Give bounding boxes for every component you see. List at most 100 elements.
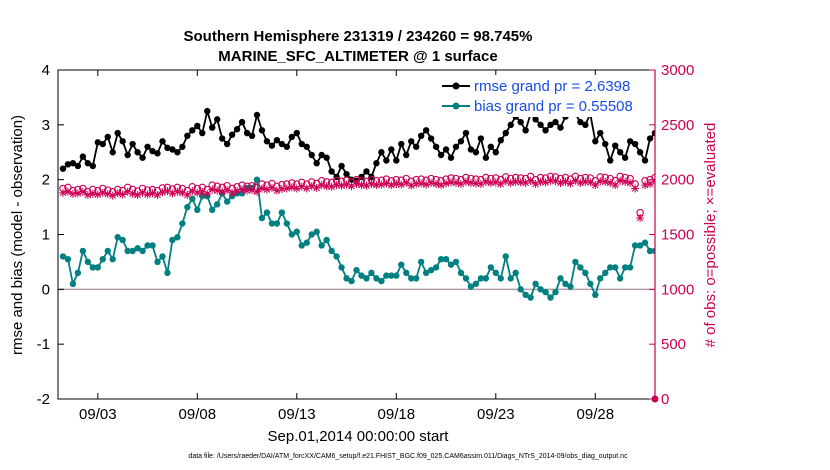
obs-evaluated-point xyxy=(257,184,266,193)
bias-point xyxy=(562,280,569,288)
bias-point xyxy=(517,286,524,293)
obs-evaluated-point xyxy=(481,177,490,186)
obs-evaluated-point xyxy=(626,178,635,187)
obs-evaluated-point xyxy=(128,189,137,198)
bias-point xyxy=(726,270,732,276)
rmse-point xyxy=(89,162,97,170)
x-tick-label: 09/28 xyxy=(577,406,615,423)
bias-point xyxy=(592,291,599,299)
bias-point xyxy=(417,258,425,266)
obs-evaluated-point xyxy=(825,175,830,183)
rmse-point xyxy=(607,157,614,164)
obs-evaluated-point xyxy=(486,178,495,187)
obs-evaluated-point xyxy=(447,178,456,187)
bias-point xyxy=(199,192,206,200)
obs-evaluated-point xyxy=(213,186,222,195)
rmse-point xyxy=(194,122,201,130)
obs-evaluated-point xyxy=(103,189,112,198)
bias-point xyxy=(398,261,405,268)
obs-evaluated-point xyxy=(332,181,341,190)
obs-evaluated-point xyxy=(113,189,122,198)
obs-possible-point xyxy=(746,173,752,179)
rmse-point xyxy=(393,157,400,164)
obs-evaluated-point xyxy=(183,191,192,200)
obs-possible-point xyxy=(806,171,812,177)
y-left-tick-label: -2 xyxy=(37,391,50,408)
bias-point xyxy=(766,297,772,303)
rmse-point xyxy=(502,129,509,137)
bias-point xyxy=(567,283,574,290)
legend-bias-label: bias grand pr = 0.55508 xyxy=(474,98,633,115)
obs-evaluated-point xyxy=(407,181,416,190)
rmse-point xyxy=(318,151,325,159)
rmse-point xyxy=(94,139,102,146)
rmse-point xyxy=(626,138,634,145)
bias-point xyxy=(318,242,325,249)
obs-evaluated-point xyxy=(262,185,271,194)
rmse-point xyxy=(577,118,584,126)
bias-point xyxy=(253,176,261,183)
bias-point xyxy=(179,220,186,227)
obs-evaluated-point xyxy=(780,175,788,183)
bias-point xyxy=(84,258,92,266)
y-left-tick-label: -1 xyxy=(37,336,50,353)
rmse-point xyxy=(472,149,480,156)
bias-point xyxy=(343,275,350,282)
rmse-point xyxy=(612,142,619,149)
obs-evaluated-point xyxy=(591,181,600,190)
bias-point xyxy=(532,280,539,288)
obs-possible-point xyxy=(761,171,767,177)
obs-evaluated-point xyxy=(282,184,291,193)
bias-point xyxy=(477,275,485,282)
data-file-footnote: data file: /Users/raeder/DAI/ATM_forcXX/… xyxy=(188,453,628,460)
obs-evaluated-point xyxy=(820,175,828,183)
rmse-point xyxy=(169,146,176,153)
obs-evaluated-point xyxy=(452,178,460,187)
obs-evaluated-point xyxy=(561,177,570,186)
bias-point xyxy=(651,247,655,255)
obs-evaluated-point xyxy=(362,181,371,190)
bias-point xyxy=(472,280,480,288)
rmse-point xyxy=(398,140,405,148)
rmse-point xyxy=(204,107,211,115)
obs-possible-point xyxy=(816,170,822,176)
obs-evaluated-point xyxy=(576,178,585,187)
obs-evaluated-point xyxy=(775,176,783,184)
obs-evaluated-point xyxy=(58,188,67,197)
obs-evaluated-point xyxy=(377,180,386,189)
obs-evaluated-point xyxy=(427,178,436,187)
bias-point xyxy=(308,231,315,238)
bias-point xyxy=(154,258,161,266)
bias-point xyxy=(258,214,266,222)
bias-point xyxy=(542,288,549,296)
rmse-point xyxy=(378,149,385,156)
bias-point xyxy=(821,319,827,325)
obs-evaluated-point xyxy=(382,179,391,188)
rmse-point xyxy=(492,149,499,156)
bias-point xyxy=(577,264,584,271)
bias-point xyxy=(497,275,504,282)
y-left-tick-label: 1 xyxy=(42,227,50,244)
rmse-point xyxy=(487,143,495,150)
obs-evaluated-point xyxy=(173,187,182,196)
bias-point xyxy=(348,277,355,285)
bias-point xyxy=(169,236,176,244)
bias-point xyxy=(527,294,534,301)
obs-possible-point xyxy=(791,172,797,178)
rmse-point xyxy=(119,138,126,145)
rmse-point xyxy=(139,154,146,161)
rmse-point xyxy=(721,144,727,150)
obs-evaluated-point xyxy=(347,182,356,191)
obs-evaluated-point xyxy=(178,188,187,197)
x-axis-label: Sep.01,2014 00:00:00 start xyxy=(268,428,450,445)
bias-point xyxy=(587,280,594,288)
obs-evaluated-point xyxy=(223,186,232,195)
bias-point xyxy=(378,277,385,285)
bias-point xyxy=(437,255,445,263)
obs-evaluated-point xyxy=(387,181,396,190)
obs-possible-point xyxy=(766,172,772,178)
obs-evaluated-point xyxy=(367,180,376,189)
bias-point xyxy=(333,253,340,260)
obs-evaluated-point xyxy=(606,178,615,187)
bias-point xyxy=(129,247,136,255)
